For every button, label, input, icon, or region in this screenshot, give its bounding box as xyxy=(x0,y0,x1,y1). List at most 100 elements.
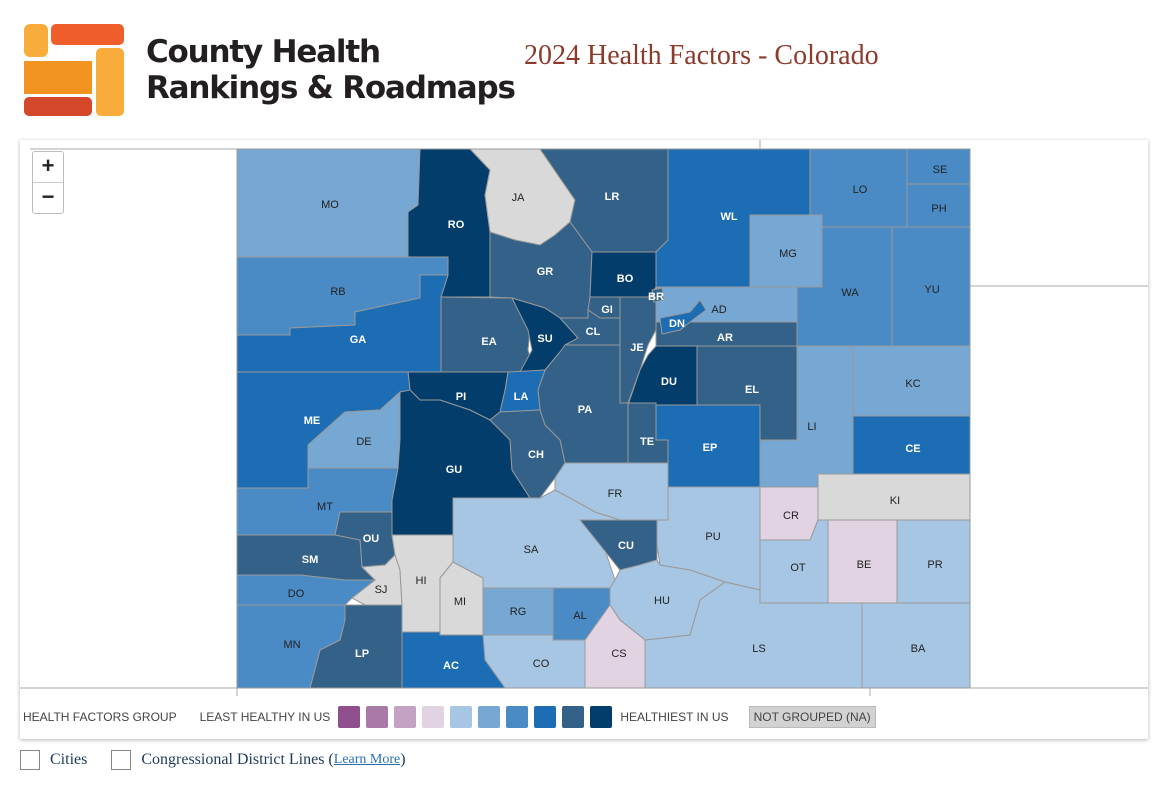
cities-checkbox[interactable] xyxy=(20,750,40,770)
county-label: RG xyxy=(510,606,527,618)
county-dn[interactable] xyxy=(659,299,707,335)
county-label: GR xyxy=(537,266,554,278)
legend-most: HEALTHIEST IN US xyxy=(620,710,729,724)
county-label: HI xyxy=(416,575,427,587)
legend-swatch-1 xyxy=(338,706,361,728)
county-label: SU xyxy=(537,333,552,345)
county-label: BR xyxy=(648,291,664,303)
county-label: GI xyxy=(601,304,613,316)
county-label: BO xyxy=(617,273,634,285)
map-card: MO RO JA LR WL LO SE PH MG GR BO RB GA EA SU GI CL JE AD AR… xyxy=(20,140,1148,739)
county-label: PA xyxy=(578,404,593,416)
legend: HEALTH FACTORS GROUP LEAST HEALTHY IN US… xyxy=(20,700,876,734)
county-label: HU xyxy=(654,595,670,607)
county-label: BA xyxy=(911,643,926,655)
zoom-in-button[interactable]: + xyxy=(33,152,63,183)
county-label: YU xyxy=(924,284,939,296)
county-label: EP xyxy=(703,442,718,454)
county-label: CE xyxy=(905,443,920,455)
county-label: PU xyxy=(705,531,720,543)
county-label: MI xyxy=(454,596,466,608)
county-label: KI xyxy=(890,495,900,507)
county-label: JE xyxy=(630,342,643,354)
legend-swatch-7 xyxy=(506,706,529,728)
county-label: AR xyxy=(717,332,733,344)
county-sa[interactable] xyxy=(452,489,621,589)
county-ba[interactable] xyxy=(861,602,971,689)
districts-label: Congressional District Lines ( xyxy=(141,751,334,768)
county-label: SE xyxy=(933,164,948,176)
page-title: 2024 Health Factors - Colorado xyxy=(524,40,879,71)
legend-swatch-3 xyxy=(394,706,417,728)
county-label: DO xyxy=(288,588,305,600)
cities-label: Cities xyxy=(50,751,88,768)
map-options: Cities Congressional District Lines ( Le… xyxy=(20,750,406,770)
county-label: JA xyxy=(512,192,526,204)
county-label: DE xyxy=(356,436,371,448)
county-label: LA xyxy=(514,391,529,403)
county-label: LI xyxy=(807,421,816,433)
county-br[interactable] xyxy=(651,287,665,303)
county-label: EL xyxy=(745,384,759,396)
county-label: ME xyxy=(304,415,321,427)
county-label: BE xyxy=(857,559,872,571)
county-label: AL xyxy=(573,610,586,622)
county-label: SM xyxy=(302,554,319,566)
county-label: GA xyxy=(350,334,367,346)
county-label: PI xyxy=(456,391,466,403)
zoom-controls: + − xyxy=(32,151,64,214)
legend-swatch-6 xyxy=(478,706,501,728)
county-label: CR xyxy=(783,510,799,522)
districts-checkbox[interactable] xyxy=(111,750,132,770)
county-label: OT xyxy=(790,562,806,574)
legend-not-grouped: NOT GROUPED (NA) xyxy=(748,706,876,728)
county-ac[interactable] xyxy=(401,631,506,689)
legend-swatch-8 xyxy=(534,706,557,728)
county-label: LR xyxy=(605,191,620,203)
county-label: RB xyxy=(330,286,345,298)
county-label: LO xyxy=(853,184,868,196)
legend-swatch-4 xyxy=(422,706,445,728)
county-label: LS xyxy=(752,643,765,655)
county-label: CH xyxy=(528,449,544,461)
learn-more-link[interactable]: Learn More xyxy=(333,752,401,767)
county-label: MO xyxy=(321,199,339,211)
county-label: TE xyxy=(640,436,654,448)
county-label: CL xyxy=(586,326,601,338)
county-label: EA xyxy=(481,336,496,348)
county-label: OU xyxy=(363,533,380,545)
county-label: CU xyxy=(618,540,634,552)
legend-swatch-10 xyxy=(590,706,613,728)
county-label: FR xyxy=(608,488,623,500)
brand-line-1: County Health xyxy=(146,34,381,70)
legend-heading: HEALTH FACTORS GROUP xyxy=(23,710,177,724)
county-do[interactable] xyxy=(236,574,377,606)
zoom-out-button[interactable]: − xyxy=(41,184,55,209)
brand-name: County Health Rankings & Roadmaps xyxy=(146,34,516,106)
county-label: PR xyxy=(927,559,942,571)
county-label: SA xyxy=(524,544,539,556)
districts-label-close: ) xyxy=(400,751,406,768)
county-label: PH xyxy=(931,203,946,215)
county-label: CO xyxy=(533,658,550,670)
legend-swatch-9 xyxy=(562,706,585,728)
brand-logo xyxy=(24,24,124,116)
county-label: SJ xyxy=(375,584,388,596)
county-mn[interactable] xyxy=(236,604,346,689)
legend-least: LEAST HEALTHY IN US xyxy=(199,710,331,724)
brand-line-2: Rankings & Roadmaps xyxy=(146,70,516,106)
county-label: CS xyxy=(611,648,626,660)
county-label: AD xyxy=(711,304,726,316)
county-label: MG xyxy=(779,248,797,260)
legend-swatch-2 xyxy=(366,706,389,728)
legend-swatch-5 xyxy=(450,706,473,728)
county-label: LP xyxy=(355,648,369,660)
county-label: DN xyxy=(669,318,685,330)
legend-swatches xyxy=(338,706,618,728)
county-label: RO xyxy=(448,219,465,231)
county-label: MT xyxy=(317,501,333,513)
county-label: WA xyxy=(841,287,859,299)
county-label: KC xyxy=(905,378,920,390)
county-label: AC xyxy=(443,660,459,672)
